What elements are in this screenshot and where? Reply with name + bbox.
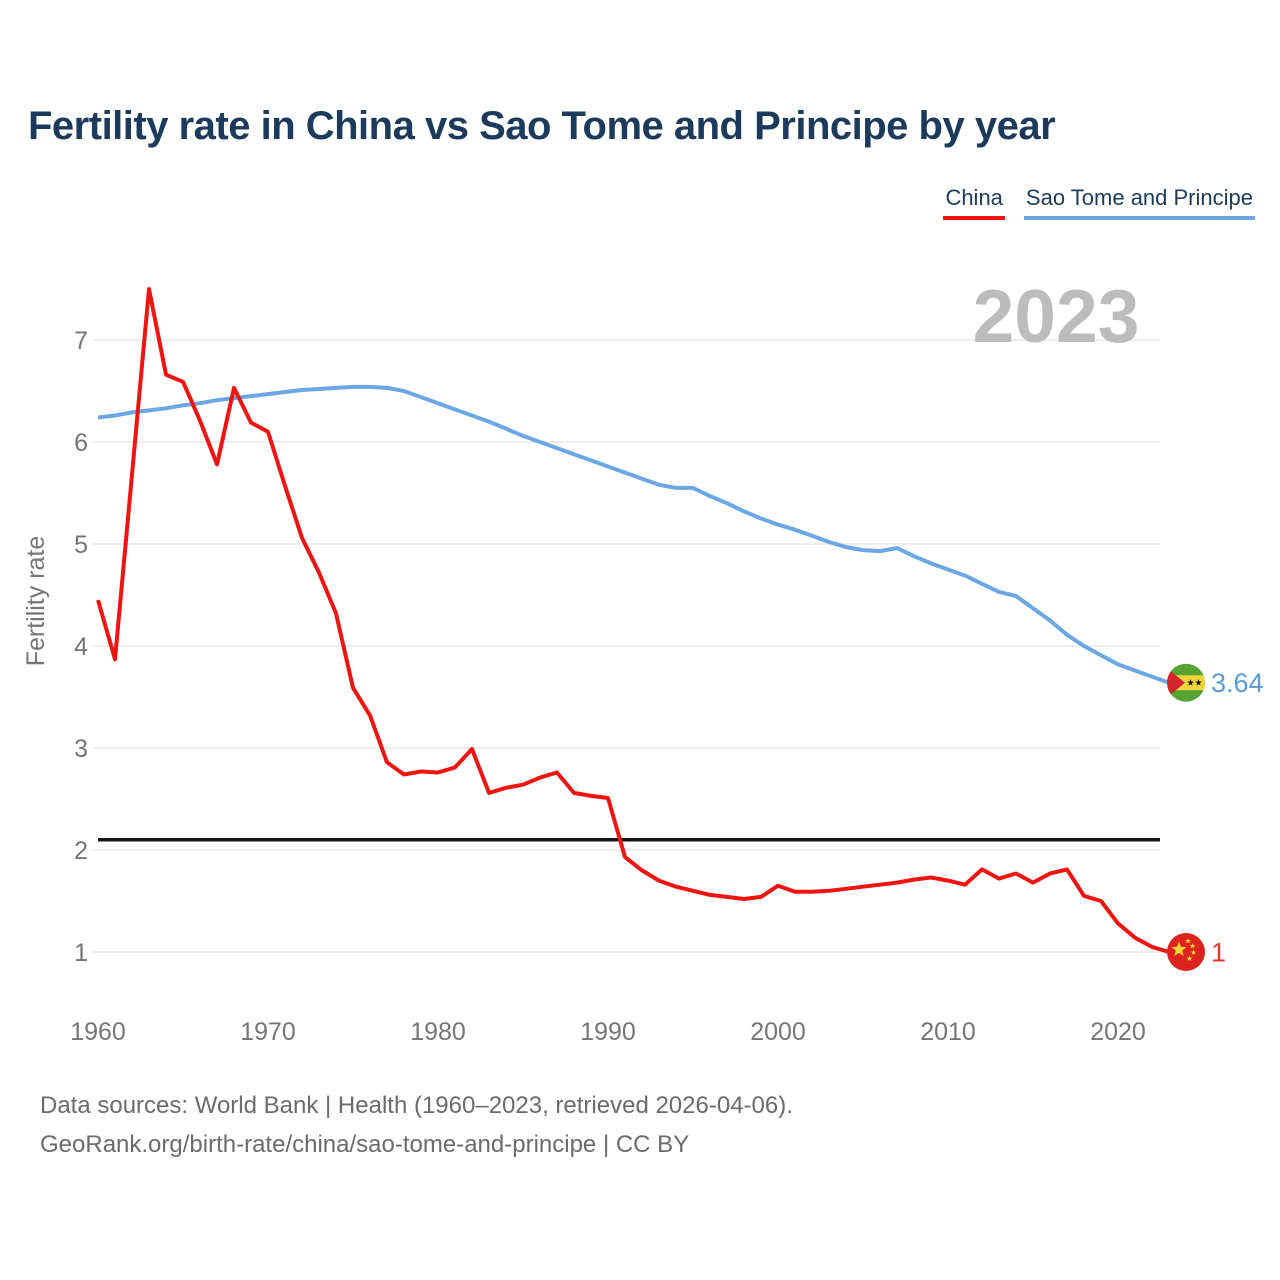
page-title: Fertility rate in China vs Sao Tome and … [28, 104, 1056, 148]
year-watermark: 2023 [973, 274, 1140, 358]
y-tick-label-6: 6 [74, 429, 88, 457]
legend: China Sao Tome and Principe [943, 185, 1255, 220]
end-value-label-china: 1 [1211, 938, 1226, 968]
y-tick-label-7: 7 [74, 327, 88, 355]
x-tick-label-1990: 1990 [580, 1018, 636, 1046]
sao-tome-flag-icon [1167, 663, 1205, 702]
x-tick-label-1980: 1980 [410, 1018, 466, 1046]
series-line-sao-tome-and-principe [97, 384, 1186, 685]
x-tick-label-1960: 1960 [70, 1018, 126, 1046]
series-line-china [96, 287, 1186, 954]
end-value-label-sao-tome-and-principe: 3.64 [1211, 668, 1264, 698]
footer: Data sources: World Bank | Health (1960–… [40, 1086, 793, 1164]
y-tick-label-3: 3 [74, 735, 88, 763]
china-flag-icon [1167, 933, 1205, 971]
y-axis-label: Fertility rate [22, 536, 50, 667]
y-tick-label-2: 2 [74, 837, 88, 865]
x-tick-label-2020: 2020 [1090, 1018, 1146, 1046]
y-tick-label-5: 5 [74, 531, 88, 559]
legend-item-sao-tome-and-principe[interactable]: Sao Tome and Principe [1023, 185, 1255, 220]
footer-data-sources: Data sources: World Bank | Health (1960–… [40, 1092, 793, 1119]
y-tick-label-1: 1 [74, 939, 88, 967]
legend-item-china[interactable]: China [943, 185, 1005, 220]
y-tick-label-4: 4 [74, 633, 88, 661]
x-tick-label-2010: 2010 [920, 1018, 976, 1046]
footer-attribution: GeoRank.org/birth-rate/china/sao-tome-an… [40, 1131, 690, 1158]
x-tick-label-2000: 2000 [750, 1018, 806, 1046]
x-tick-label-1970: 1970 [240, 1018, 296, 1046]
